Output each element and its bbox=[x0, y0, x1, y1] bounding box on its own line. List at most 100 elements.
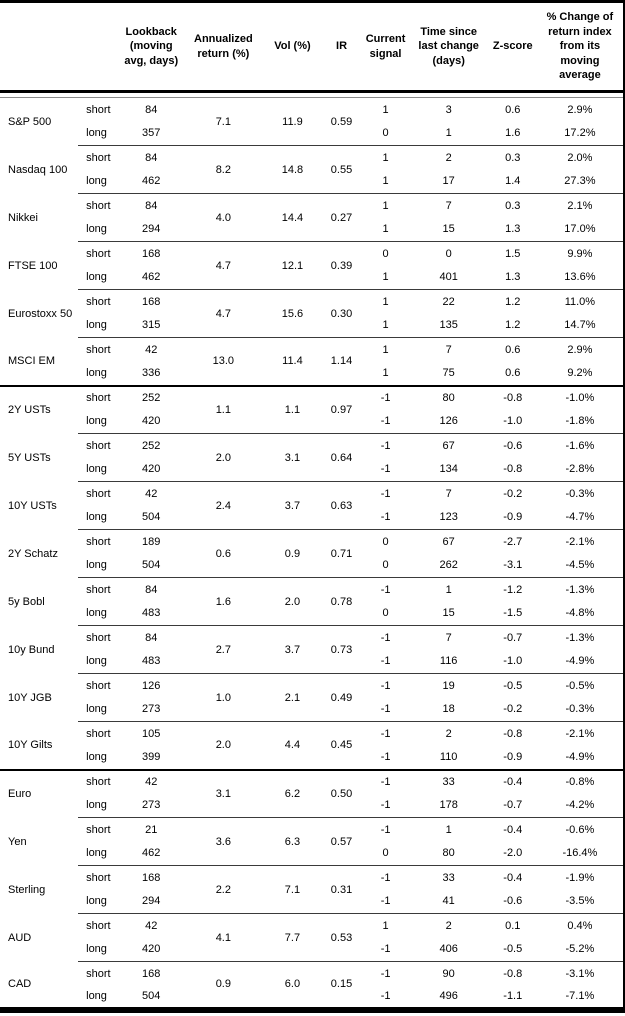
table-row-short: Yen short 21 3.6 6.3 0.57 -1 1 -0.4 -0.6… bbox=[0, 817, 624, 866]
table-row-long: long 462 1 401 1.3 13.6% bbox=[0, 265, 624, 290]
lookback-value-long: 504 bbox=[120, 505, 183, 530]
zscore-value-short: -0.7 bbox=[503, 631, 523, 644]
ir-value: 0.39 bbox=[320, 241, 363, 290]
side-label-long: long bbox=[78, 505, 121, 530]
zscore-value-long: -0.5 bbox=[488, 937, 537, 962]
annualized-return-value: 7.1 bbox=[182, 97, 265, 146]
lookback-value-long: 357 bbox=[120, 121, 183, 146]
days-value-short: 1 bbox=[445, 583, 452, 596]
lookback-value-short: 42 bbox=[145, 343, 158, 356]
lookback-value-long: 273 bbox=[120, 697, 183, 722]
instrument-name: S&P 500 bbox=[8, 115, 52, 128]
lookback-value-short: 168 bbox=[142, 967, 161, 980]
signal-value-long: -1 bbox=[362, 985, 409, 1011]
lookback-value-short: 168 bbox=[142, 295, 161, 308]
zscore-value-short: -0.8 bbox=[503, 967, 523, 980]
zscore-value-short: 0.6 bbox=[505, 103, 521, 116]
signal-value-long: -1 bbox=[362, 889, 409, 914]
table-row-long: long 420 -1 134 -0.8 -2.8% bbox=[0, 457, 624, 482]
instrument-name: 2Y USTs bbox=[8, 404, 51, 416]
zscore-value-short: -0.4 bbox=[503, 776, 523, 788]
pct-change-value-long: 13.6% bbox=[536, 265, 624, 290]
days-value-long: 15 bbox=[408, 601, 489, 626]
signal-value-long: 1 bbox=[362, 361, 409, 387]
table-row-short: 10Y USTs short 42 2.4 3.7 0.63 -1 7 -0.2… bbox=[0, 481, 624, 530]
pct-change-value-long: -4.9% bbox=[536, 745, 624, 771]
signal-value-long: -1 bbox=[362, 937, 409, 962]
vol-value: 6.0 bbox=[264, 961, 321, 1011]
table-row-long: long 504 0 262 -3.1 -4.5% bbox=[0, 553, 624, 578]
table-row-short: 10y Bund short 84 2.7 3.7 0.73 -1 7 -0.7… bbox=[0, 625, 624, 674]
ir-value: 0.45 bbox=[320, 721, 363, 771]
side-label-long: long bbox=[78, 409, 121, 434]
days-value-short: 0 bbox=[445, 247, 452, 260]
side-label-short: short bbox=[86, 392, 111, 404]
pct-change-value-long: 9.2% bbox=[536, 361, 624, 387]
table-row-short: 5y Bobl short 84 1.6 2.0 0.78 -1 1 -1.2 … bbox=[0, 577, 624, 626]
signal-value-long: -1 bbox=[362, 505, 409, 530]
side-label-short: short bbox=[86, 439, 111, 452]
lookback-value-short: 84 bbox=[145, 199, 158, 212]
table-row-long: long 420 -1 406 -0.5 -5.2% bbox=[0, 937, 624, 962]
signal-value-long: 1 bbox=[362, 169, 409, 194]
days-value-short: 67 bbox=[442, 439, 455, 452]
days-value-long: 75 bbox=[408, 361, 489, 387]
zscore-value-short: -0.2 bbox=[503, 487, 523, 500]
instrument-name: Euro bbox=[8, 788, 32, 800]
lookback-value-short: 84 bbox=[145, 151, 158, 164]
zscore-value-long: 1.2 bbox=[488, 313, 537, 338]
instrument-name: Eurostoxx 50 bbox=[8, 307, 73, 320]
lookback-value-long: 504 bbox=[120, 553, 183, 578]
lookback-value-short: 42 bbox=[145, 776, 158, 788]
side-label-short: short bbox=[86, 535, 111, 548]
side-label-long: long bbox=[78, 121, 121, 146]
signal-value-short: -1 bbox=[380, 487, 391, 500]
annualized-return-value: 1.0 bbox=[182, 673, 265, 722]
annualized-return-value: 1.1 bbox=[182, 385, 265, 434]
signal-value-long: -1 bbox=[362, 745, 409, 771]
side-label-long: long bbox=[78, 169, 121, 194]
ir-value: 0.57 bbox=[320, 817, 363, 866]
vol-value: 11.9 bbox=[264, 97, 321, 146]
zscore-value-short: -0.5 bbox=[503, 679, 523, 692]
zscore-value-long: 1.6 bbox=[488, 121, 537, 146]
pct-change-value-short: 11.0% bbox=[564, 295, 596, 308]
annualized-return-value: 2.0 bbox=[182, 721, 265, 771]
instrument-name: 10Y JGB bbox=[8, 691, 52, 704]
signal-value-long: 1 bbox=[362, 265, 409, 290]
side-label-short: short bbox=[86, 967, 111, 980]
signal-value-long: 1 bbox=[362, 313, 409, 338]
pct-change-value-long: -16.4% bbox=[536, 841, 624, 866]
zscore-value-long: -0.9 bbox=[488, 505, 537, 530]
lookback-value-short: 252 bbox=[142, 439, 161, 452]
side-label-long: long bbox=[78, 601, 121, 626]
signal-value-short: -1 bbox=[380, 631, 391, 644]
table-row-short: 10Y Gilts short 105 2.0 4.4 0.45 -1 2 -0… bbox=[0, 721, 624, 771]
table-row-short: 2Y USTs short 252 1.1 1.1 0.97 -1 80 -0.… bbox=[0, 385, 624, 434]
days-value-short: 7 bbox=[445, 631, 452, 644]
days-value-short: 22 bbox=[442, 295, 455, 308]
days-value-long: 126 bbox=[408, 409, 489, 434]
side-label-long: long bbox=[78, 697, 121, 722]
zscore-value-short: 0.3 bbox=[505, 151, 521, 164]
zscore-value-long: -1.0 bbox=[488, 409, 537, 434]
pct-change-value-short: -1.9% bbox=[565, 871, 595, 884]
signal-value-short: 1 bbox=[382, 199, 389, 212]
side-label-short: short bbox=[86, 776, 111, 788]
zscore-value-long: 1.3 bbox=[488, 265, 537, 290]
lookback-value-long: 504 bbox=[120, 985, 183, 1011]
side-label-short: short bbox=[86, 151, 111, 164]
table-row-long: long 504 -1 496 -1.1 -7.1% bbox=[0, 985, 624, 1011]
table-row-long: long 357 0 1 1.6 17.2% bbox=[0, 121, 624, 146]
instrument-name: AUD bbox=[8, 931, 32, 944]
side-label-short: short bbox=[86, 247, 111, 260]
pct-change-value-short: -2.1% bbox=[565, 727, 595, 740]
signal-value-short: 0 bbox=[382, 247, 389, 260]
lookback-value-long: 462 bbox=[120, 841, 183, 866]
days-value-long: 17 bbox=[408, 169, 489, 194]
annualized-return-value: 4.7 bbox=[182, 289, 265, 338]
table-row-short: Nikkei short 84 4.0 14.4 0.27 1 7 0.3 2.… bbox=[0, 193, 624, 242]
table-row-long: long 273 -1 178 -0.7 -4.2% bbox=[0, 793, 624, 818]
lookback-value-long: 462 bbox=[120, 265, 183, 290]
side-label-short: short bbox=[86, 487, 111, 500]
